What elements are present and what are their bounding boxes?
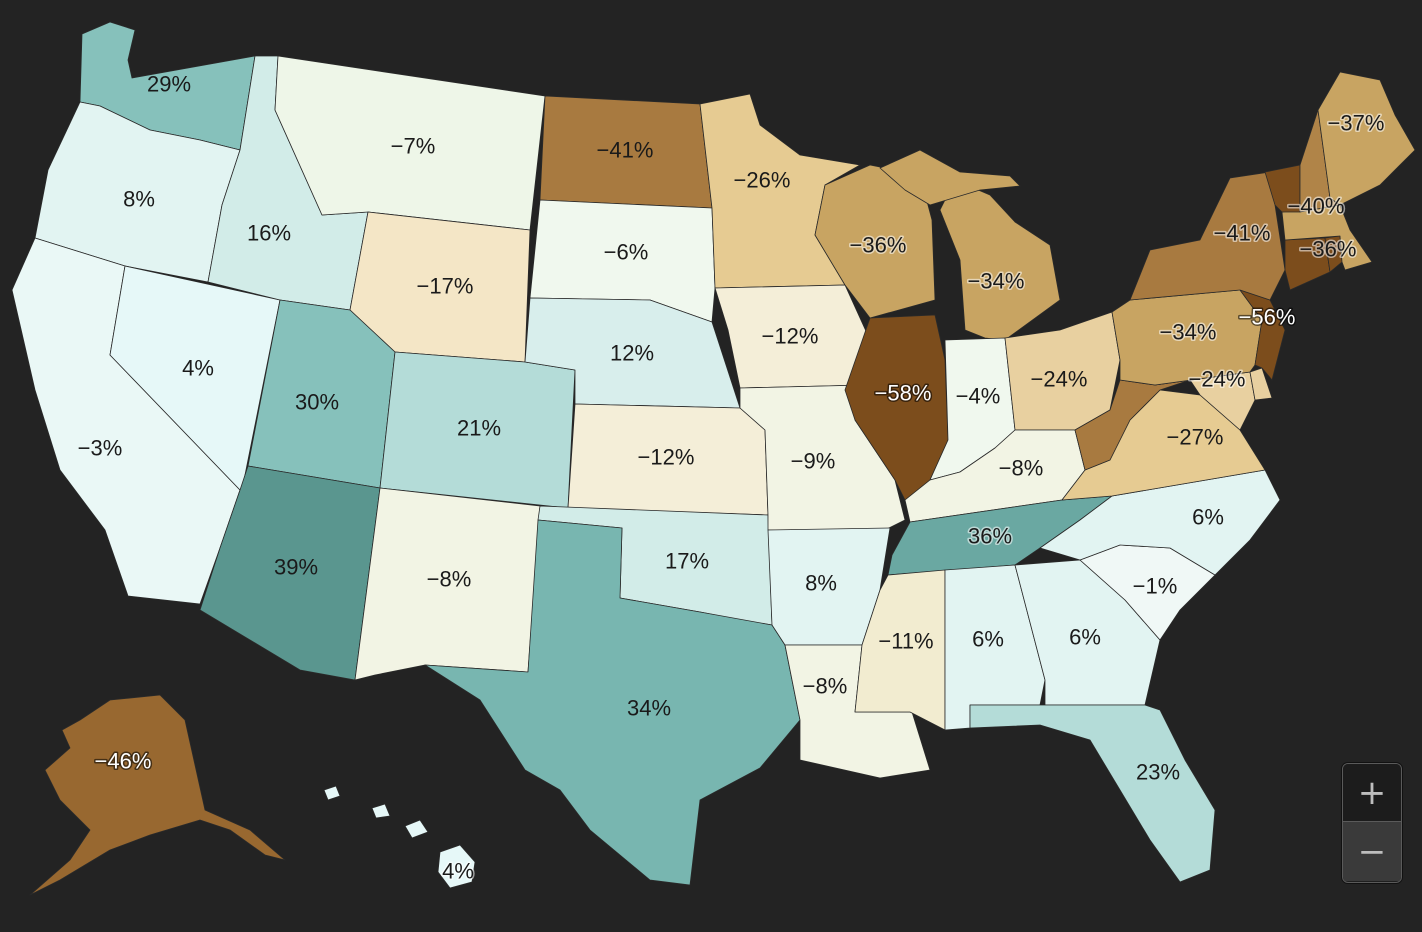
label-ny: −41%	[1214, 221, 1271, 246]
label-az: 39%	[274, 555, 318, 580]
label-tn: 36%	[968, 524, 1012, 549]
label-nh: −40%	[1288, 194, 1345, 219]
label-ks: −12%	[638, 445, 695, 470]
label-oh: −24%	[1031, 367, 1088, 392]
label-ok: 17%	[665, 549, 709, 574]
state-hi-oahu[interactable]	[371, 803, 391, 819]
label-nv: 4%	[182, 356, 214, 381]
label-in: −4%	[956, 384, 1001, 409]
state-ak[interactable]	[29, 694, 286, 896]
label-ar: 8%	[805, 571, 837, 596]
label-mn: −26%	[734, 168, 791, 193]
label-sc: −1%	[1133, 574, 1178, 599]
label-ma: −36%	[1300, 237, 1357, 262]
label-ne: 12%	[610, 341, 654, 366]
state-tx[interactable]	[424, 519, 801, 886]
label-ia: −12%	[762, 324, 819, 349]
label-ms: −11%	[878, 629, 933, 654]
label-hi: 4%	[442, 859, 474, 884]
zoom-control: + −	[1342, 763, 1402, 883]
state-nj[interactable]	[1239, 289, 1286, 381]
state-hi[interactable]	[437, 844, 476, 889]
state-nc[interactable]	[1039, 469, 1281, 576]
state-vt[interactable]	[1264, 164, 1301, 213]
label-sd: −6%	[604, 240, 649, 265]
label-ak: −46%	[95, 749, 152, 774]
label-ga: 6%	[1069, 625, 1101, 650]
label-al: 6%	[972, 627, 1004, 652]
label-wi: −36%	[850, 233, 907, 258]
label-mt: −7%	[391, 134, 436, 159]
state-mi-up[interactable]	[879, 149, 1021, 206]
zoom-in-button[interactable]: +	[1343, 764, 1401, 822]
label-wa: 29%	[147, 72, 191, 97]
label-md: −24%	[1189, 367, 1246, 392]
state-hi-maui[interactable]	[404, 819, 429, 839]
label-mo: −9%	[791, 449, 836, 474]
label-fl: 23%	[1136, 760, 1180, 785]
state-hi-kauai[interactable]	[323, 785, 341, 801]
state-mi[interactable]	[939, 179, 1061, 341]
state-de[interactable]	[1249, 367, 1273, 401]
label-co: 21%	[457, 416, 501, 441]
state-ct[interactable]	[1284, 237, 1331, 291]
label-ky: −8%	[999, 456, 1044, 481]
zoom-out-button[interactable]: −	[1343, 822, 1401, 881]
label-nj: −56%	[1239, 305, 1296, 330]
label-mi: −34%	[968, 269, 1025, 294]
label-tx: 34%	[627, 696, 671, 721]
label-la: −8%	[803, 674, 848, 699]
state-fl[interactable]	[969, 704, 1216, 883]
label-ca: −3%	[78, 436, 123, 461]
label-or: 8%	[123, 187, 155, 212]
label-il: −58%	[875, 381, 932, 406]
label-nm: −8%	[427, 567, 472, 592]
label-wy: −17%	[417, 274, 474, 299]
state-me[interactable]	[1317, 71, 1416, 206]
label-nd: −41%	[597, 138, 654, 163]
label-nc: 6%	[1192, 505, 1224, 530]
label-id: 16%	[247, 221, 291, 246]
label-me: −37%	[1328, 111, 1385, 136]
state-co[interactable]	[379, 351, 576, 509]
value-labels: 29% 8% −3% 4% 16% −7% −17% 30% 21% 39% −…	[78, 72, 1386, 886]
label-ut: 30%	[295, 390, 339, 415]
label-pa: −34%	[1160, 320, 1217, 345]
state-ma[interactable]	[1281, 204, 1373, 271]
label-va: −27%	[1167, 425, 1224, 450]
